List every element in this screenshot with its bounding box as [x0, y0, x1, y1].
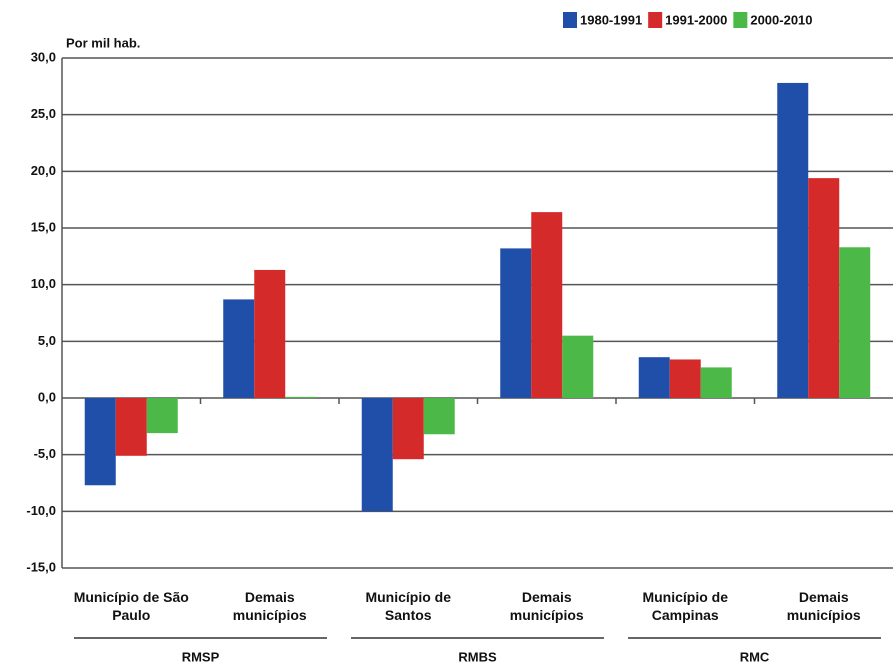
y-tick-label: 30,0	[31, 49, 56, 64]
legend-label: 1980-1991	[580, 12, 642, 27]
legend-label: 1991-2000	[665, 12, 727, 27]
bar	[500, 248, 532, 398]
bar	[777, 82, 809, 398]
bar	[115, 398, 147, 456]
y-tick-label: 10,0	[31, 276, 56, 291]
group-label: RMBS	[458, 649, 497, 664]
x-tick-label: Município de Santos	[365, 589, 452, 623]
bar	[700, 367, 732, 398]
legend-label: 2000-2010	[750, 12, 812, 27]
y-tick-label: 25,0	[31, 106, 56, 121]
group-label: RMSP	[182, 649, 220, 664]
bar	[531, 212, 563, 398]
y-tick-label: -15,0	[26, 559, 56, 574]
y-tick-label: 5,0	[38, 333, 56, 348]
bar	[638, 357, 670, 398]
group-label: RMC	[740, 649, 770, 664]
bar	[285, 396, 317, 398]
bar	[254, 269, 286, 398]
y-tick-label: 0,0	[38, 389, 56, 404]
bar	[223, 299, 255, 398]
x-tick-label: Município de Campinas	[642, 589, 729, 623]
y-axis-label: Por mil hab.	[66, 35, 140, 50]
x-tick-label: Demais municípios	[509, 589, 584, 623]
bar	[361, 398, 393, 512]
y-tick-label: -5,0	[34, 446, 56, 461]
y-tick-label: -10,0	[26, 503, 56, 518]
bar	[669, 359, 701, 398]
bar	[146, 398, 178, 434]
legend-swatch	[563, 12, 577, 28]
x-tick-label: Município de São Paulo	[73, 589, 189, 623]
x-tick-label: Demais municípios	[232, 589, 307, 623]
legend-swatch	[733, 12, 748, 28]
y-tick-label: 20,0	[31, 163, 56, 178]
x-tick-label: Demais municípios	[786, 589, 861, 623]
bar	[808, 178, 840, 398]
bar	[839, 247, 871, 398]
bar	[423, 398, 455, 435]
bar	[562, 335, 594, 398]
y-tick-label: 15,0	[31, 219, 56, 234]
bar	[84, 398, 116, 486]
legend-swatch	[648, 12, 663, 28]
bar	[392, 398, 424, 460]
